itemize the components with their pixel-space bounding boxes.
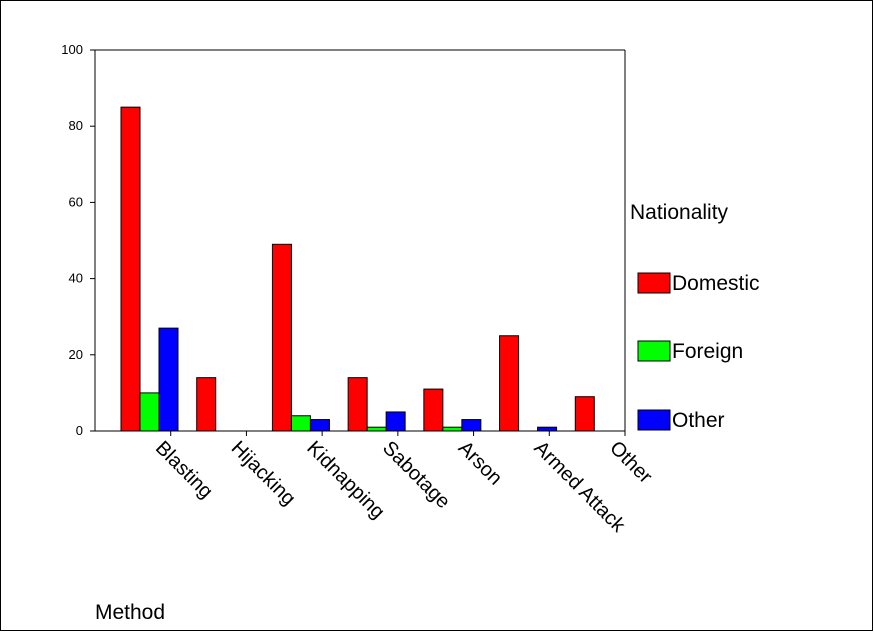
x-tick-label: Hijacking bbox=[227, 437, 300, 510]
legend-label-domestic: Domestic bbox=[672, 272, 760, 295]
legend-label-other: Other bbox=[672, 409, 725, 432]
x-axis-title: Method bbox=[95, 601, 165, 624]
legend-label-foreign: Foreign bbox=[672, 340, 743, 363]
y-tick-label: 0 bbox=[76, 423, 83, 438]
x-tick-label: Blasting bbox=[151, 437, 217, 503]
bar-domestic-kidnapping bbox=[271, 243, 292, 432]
x-tick-label: Sabotage bbox=[378, 437, 454, 513]
bar-domestic-hijacking bbox=[196, 377, 217, 432]
y-tick-label: 80 bbox=[69, 118, 83, 133]
y-tick-label: 20 bbox=[69, 347, 83, 362]
bar-other-armed-attack bbox=[537, 426, 558, 432]
bar-domestic-blasting bbox=[120, 106, 141, 432]
bar-other-blasting bbox=[158, 327, 179, 432]
x-tick-label: Arson bbox=[454, 437, 507, 490]
x-tick-label: Kidnapping bbox=[302, 437, 388, 523]
y-axis: 0 20 40 60 80 100 bbox=[61, 42, 626, 438]
legend-swatch-domestic bbox=[637, 272, 671, 294]
bar-domestic-arson bbox=[423, 388, 444, 432]
legend: Nationality Domestic Foreign Other bbox=[630, 201, 760, 432]
bars bbox=[120, 106, 626, 436]
legend-swatch-other bbox=[637, 409, 671, 431]
y-tick-label: 40 bbox=[69, 271, 83, 286]
legend-title: Nationality bbox=[630, 201, 729, 224]
bar-foreign-blasting bbox=[139, 392, 160, 432]
y-tick-label: 100 bbox=[61, 42, 83, 57]
legend-swatch-foreign bbox=[637, 340, 671, 362]
bar-foreign-arson bbox=[442, 426, 463, 432]
bar-domestic-armed-attack bbox=[499, 335, 520, 432]
y-tick-label: 60 bbox=[69, 194, 83, 209]
bar-domestic-sabotage bbox=[347, 377, 368, 432]
bar-foreign-sabotage bbox=[366, 426, 387, 432]
bar-other-kidnapping bbox=[309, 419, 330, 432]
bar-other-arson bbox=[461, 419, 482, 432]
bar-domestic-other bbox=[574, 396, 595, 432]
bar-foreign-kidnapping bbox=[290, 415, 311, 432]
x-tick-label: Other bbox=[605, 437, 656, 488]
bar-other-sabotage bbox=[385, 411, 406, 432]
